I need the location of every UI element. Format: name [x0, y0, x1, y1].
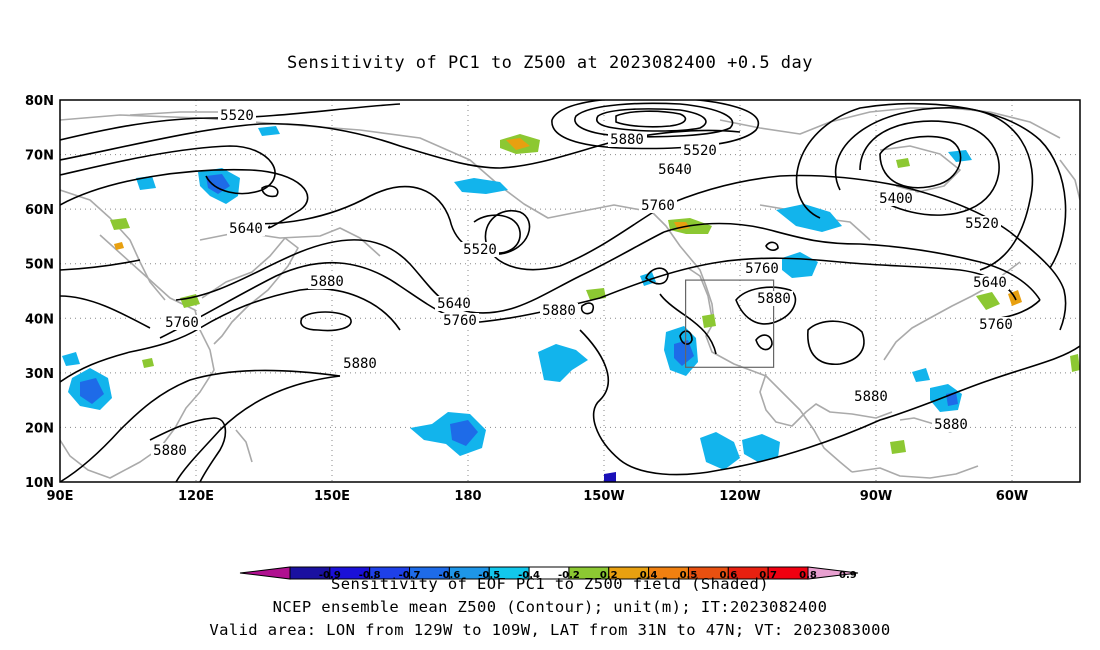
lon-tick: 90E [47, 489, 74, 504]
contour-label: 5880 [854, 389, 888, 405]
contour-label: 5520 [683, 143, 717, 159]
contour-label-bg [963, 216, 1001, 231]
contour-label-bg [743, 261, 781, 276]
contour-label-bg [977, 317, 1015, 332]
contour-label: 5880 [310, 274, 344, 290]
colorbar-label: -0.2 [558, 570, 580, 581]
contour-label: 5760 [443, 313, 477, 329]
contour-label: 5760 [979, 317, 1013, 333]
caption-valid-area: Valid area: LON from 129W to 109W, LAT f… [209, 621, 891, 639]
colorbar-label: 0.2 [600, 570, 618, 581]
contour-label: 5760 [745, 261, 779, 277]
colorbar-label: 0.7 [759, 570, 777, 581]
lon-tick: 150W [583, 489, 624, 504]
contour-label-bg [852, 389, 890, 404]
contour-label: 5640 [437, 296, 471, 312]
colorbar-label: -0.8 [359, 570, 381, 581]
caption-contour: NCEP ensemble mean Z500 (Contour); unit(… [272, 598, 828, 616]
contour-label-bg [608, 132, 646, 147]
colorbar-label: 0.4 [640, 570, 658, 581]
contour-label: 5520 [220, 108, 254, 124]
colorbar-label: -0.7 [399, 570, 421, 581]
lat-tick: 60N [25, 203, 54, 218]
contour-label: 5880 [153, 443, 187, 459]
contour-label: 5760 [641, 198, 675, 214]
caption-shading: Sensitivity of EOF PC1 to Z500 field (Sh… [331, 575, 769, 593]
contour-label: 5880 [757, 291, 791, 307]
z500-contours [60, 100, 1080, 482]
contour-label-bg [932, 417, 970, 432]
figure-title: Sensitivity of PC1 to Z500 at 2023082400… [287, 53, 813, 73]
colorbar: -0.9 -0.8 -0.7 -0.6 -0.5 -0.4 -0.2 0.2 0.4 0.5 0.6… [239, 566, 859, 581]
lat-tick: 10N [25, 476, 54, 491]
lat-tick: 30N [25, 367, 54, 382]
contour-label: 5520 [463, 242, 497, 258]
contour-label-bg [151, 443, 189, 458]
contour-label: 5640 [229, 221, 263, 237]
lon-tick: 120W [719, 489, 760, 504]
lon-axis: 90E 120E 150E 180 150W 120W 90W 60W [47, 489, 1029, 504]
contour-label-bg [441, 313, 479, 328]
contour-label-bg [540, 303, 578, 318]
contour-label: 5880 [343, 356, 377, 372]
map-plot-area: 5520540055205640576054005520564055205640… [60, 100, 1080, 482]
lon-tick: 60W [996, 489, 1028, 504]
colorbar-label: 0.6 [719, 570, 737, 581]
colorbar-label: 0.5 [680, 570, 698, 581]
contour-label: 5880 [542, 303, 576, 319]
contour-label: 5400 [879, 191, 913, 207]
lon-tick: 150E [314, 489, 350, 504]
contour-label: 5880 [934, 417, 968, 433]
contour-label: 5640 [973, 275, 1007, 291]
colorbar-extension-high [807, 566, 859, 580]
contour-label-bg [461, 242, 499, 257]
contour-label-bg [656, 162, 694, 177]
colorbar-label: -0.6 [438, 570, 460, 581]
contour-label-bg [435, 296, 473, 311]
contour-label-bg [218, 108, 256, 123]
lat-axis: 80N 70N 60N 50N 40N 30N 20N 10N [25, 94, 54, 491]
contour-label-bg [341, 356, 379, 371]
colorbar-label: 0.9 [839, 570, 857, 581]
lat-tick: 80N [25, 94, 54, 109]
contour-label-bg [877, 191, 915, 206]
lat-tick: 20N [25, 421, 54, 436]
lat-tick: 40N [25, 312, 54, 327]
contour-label-bg [971, 275, 1009, 290]
colorbar-label: -0.5 [478, 570, 500, 581]
contour-label-bg [308, 274, 346, 289]
contour-label-bg [755, 291, 793, 306]
plot-frame [59, 99, 1081, 483]
lat-tick: 50N [25, 258, 54, 273]
contour-label: 5520 [965, 216, 999, 232]
colorbar-label: -0.9 [319, 570, 341, 581]
contour-label-bg [227, 221, 265, 236]
lon-tick: 180 [454, 489, 481, 504]
lat-tick: 70N [25, 149, 54, 164]
positive-region [110, 134, 1080, 454]
colorbar-label: 0.8 [799, 570, 817, 581]
contour-label: 5640 [658, 162, 692, 178]
lon-tick: 120E [178, 489, 214, 504]
colorbar-label: -0.4 [518, 570, 540, 581]
contour-label: 5880 [610, 132, 644, 148]
valid-area-box [684, 279, 775, 368]
contour-label-bg [681, 143, 719, 158]
contour-label: 5760 [165, 315, 199, 331]
contour-label-bg [163, 315, 201, 330]
contour-label-bg [639, 198, 677, 213]
lon-tick: 90W [860, 489, 892, 504]
contour-labels: 5520540055205640576054005520564055205640… [151, 108, 1015, 459]
